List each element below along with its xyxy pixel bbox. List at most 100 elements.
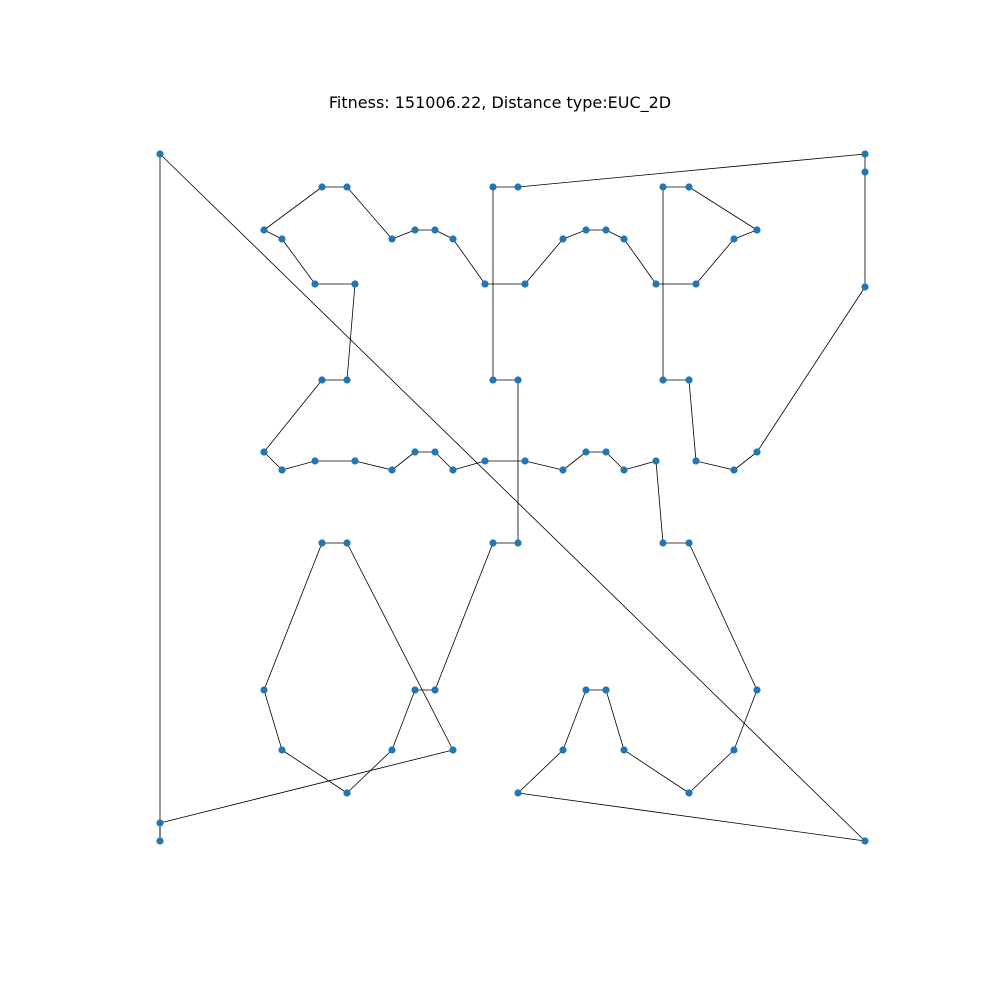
city-node bbox=[685, 789, 693, 797]
route-edge bbox=[452, 238, 486, 285]
city-node bbox=[449, 466, 457, 474]
route-edge bbox=[562, 451, 587, 471]
city-node bbox=[652, 280, 660, 288]
city-node bbox=[343, 539, 351, 547]
city-node bbox=[559, 466, 567, 474]
city-node bbox=[260, 448, 268, 456]
city-node bbox=[318, 376, 326, 384]
city-node bbox=[449, 235, 457, 243]
city-node bbox=[559, 746, 567, 754]
city-node bbox=[431, 448, 439, 456]
city-node bbox=[411, 226, 419, 234]
city-node bbox=[861, 837, 869, 845]
route-edge bbox=[281, 460, 316, 471]
route-edge bbox=[263, 379, 323, 453]
route-edge bbox=[655, 460, 664, 544]
route-edge bbox=[391, 451, 416, 471]
route-edge bbox=[263, 689, 283, 751]
city-node bbox=[388, 746, 396, 754]
route-edge bbox=[562, 229, 587, 240]
route-edge bbox=[695, 238, 735, 285]
route-edge bbox=[756, 286, 866, 453]
route-edge bbox=[695, 460, 735, 471]
route-edge bbox=[605, 689, 625, 751]
route-edge bbox=[524, 460, 564, 471]
city-node bbox=[514, 789, 522, 797]
city-node bbox=[431, 226, 439, 234]
city-node bbox=[620, 235, 628, 243]
city-node bbox=[318, 183, 326, 191]
city-node bbox=[602, 448, 610, 456]
city-node bbox=[388, 466, 396, 474]
city-node bbox=[351, 457, 359, 465]
city-node bbox=[659, 376, 667, 384]
route-edge bbox=[517, 153, 866, 188]
route-edge bbox=[623, 749, 690, 794]
city-node bbox=[692, 457, 700, 465]
city-node bbox=[311, 457, 319, 465]
city-node bbox=[861, 150, 869, 158]
city-node bbox=[652, 457, 660, 465]
city-node bbox=[156, 819, 164, 827]
city-node bbox=[521, 457, 529, 465]
city-node bbox=[620, 466, 628, 474]
city-node bbox=[582, 448, 590, 456]
city-node bbox=[156, 150, 164, 158]
city-node bbox=[730, 466, 738, 474]
route-edge bbox=[517, 749, 564, 794]
route-edge bbox=[623, 238, 657, 285]
route-edge bbox=[346, 283, 356, 381]
route-edge bbox=[688, 749, 735, 794]
city-node bbox=[685, 183, 693, 191]
route-edge bbox=[434, 451, 454, 471]
route-edge bbox=[452, 460, 486, 471]
city-node bbox=[753, 226, 761, 234]
city-node bbox=[602, 226, 610, 234]
route-edge bbox=[688, 542, 758, 691]
city-node bbox=[278, 746, 286, 754]
city-node bbox=[278, 235, 286, 243]
route-edge bbox=[159, 749, 454, 824]
route-edge bbox=[733, 451, 758, 471]
route-edge bbox=[434, 542, 494, 691]
route-edge bbox=[688, 186, 758, 231]
city-node bbox=[582, 686, 590, 694]
city-node bbox=[351, 280, 359, 288]
city-node bbox=[685, 376, 693, 384]
city-node bbox=[318, 539, 326, 547]
city-node bbox=[449, 746, 457, 754]
city-node bbox=[489, 183, 497, 191]
city-node bbox=[343, 789, 351, 797]
route-edge bbox=[159, 153, 866, 842]
route-edge bbox=[263, 186, 323, 231]
city-node bbox=[489, 376, 497, 384]
city-node bbox=[411, 686, 419, 694]
route-edge bbox=[346, 542, 454, 751]
city-node bbox=[514, 183, 522, 191]
city-node bbox=[582, 226, 590, 234]
route-edge bbox=[733, 229, 758, 240]
city-node bbox=[521, 280, 529, 288]
city-node bbox=[659, 539, 667, 547]
route-edge bbox=[605, 451, 625, 471]
route-edge bbox=[623, 460, 657, 471]
route-edge bbox=[346, 186, 393, 240]
city-node bbox=[311, 280, 319, 288]
route-nodes bbox=[156, 150, 869, 845]
city-node bbox=[411, 448, 419, 456]
city-node bbox=[659, 183, 667, 191]
route-edge bbox=[263, 451, 283, 471]
city-node bbox=[730, 235, 738, 243]
route-edge bbox=[391, 229, 416, 240]
route-edge bbox=[281, 238, 316, 285]
city-node bbox=[388, 235, 396, 243]
city-node bbox=[620, 746, 628, 754]
route-edge bbox=[346, 749, 393, 794]
route-edge bbox=[524, 238, 564, 285]
city-node bbox=[260, 226, 268, 234]
route-edge bbox=[354, 460, 393, 471]
city-node bbox=[753, 448, 761, 456]
city-node bbox=[730, 746, 738, 754]
route-edge bbox=[562, 689, 587, 751]
